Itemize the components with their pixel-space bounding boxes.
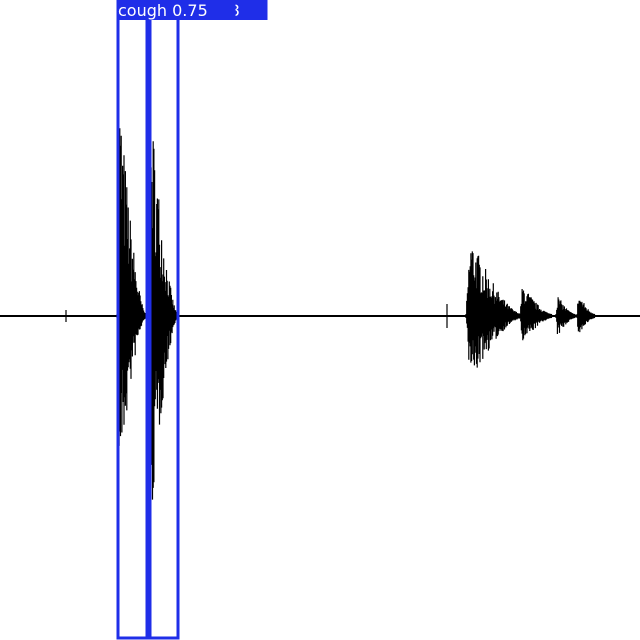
class-name: cough (118, 1, 167, 20)
confidence: 0.75 (172, 1, 208, 20)
label-background (116, 0, 236, 20)
detection-label: cough 0.75 (118, 1, 208, 20)
detections: cough 0.68cough 0.75 (116, 0, 268, 640)
